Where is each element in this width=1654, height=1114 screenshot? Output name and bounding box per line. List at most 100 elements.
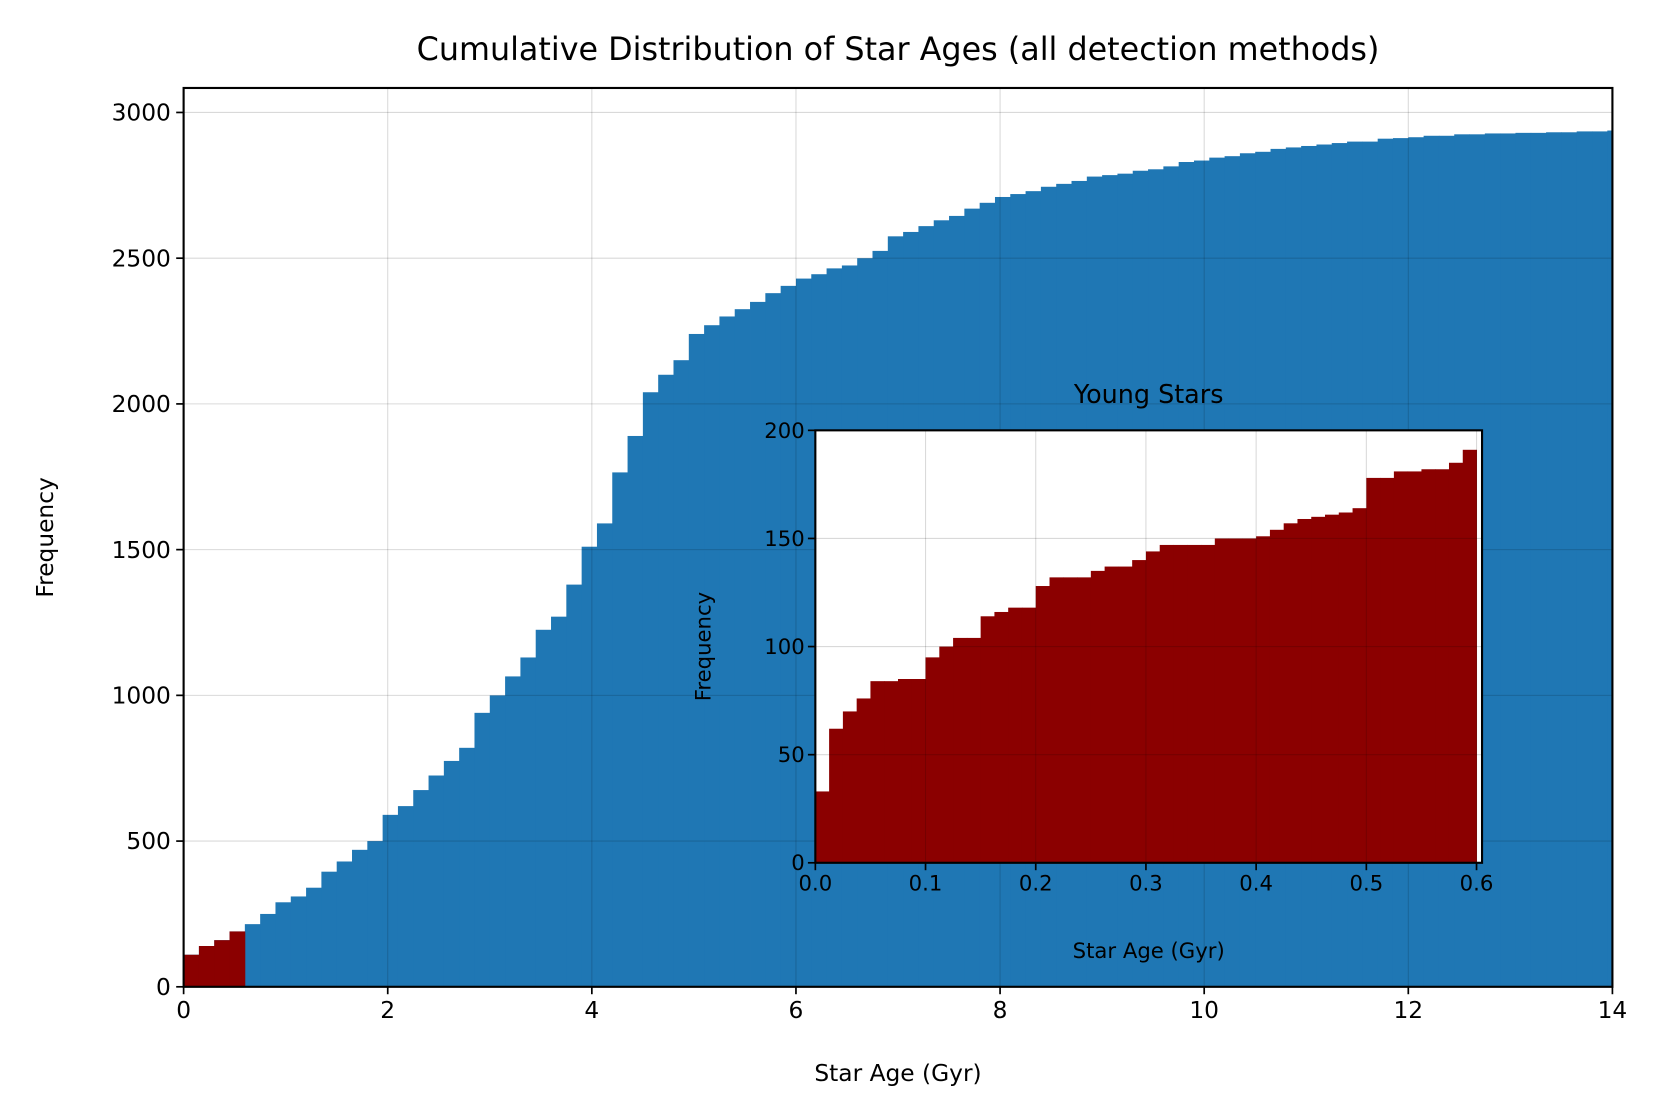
x-tick-label: 2 bbox=[380, 997, 395, 1024]
bar bbox=[551, 616, 567, 987]
bar bbox=[321, 871, 338, 987]
x-tick-label: 0.6 bbox=[1460, 870, 1494, 895]
y-tick-label: 100 bbox=[764, 634, 804, 659]
bar bbox=[704, 325, 720, 987]
y-tick-label: 0 bbox=[156, 974, 171, 1001]
bar bbox=[382, 814, 399, 987]
x-axis-label: Star Age (Gyr) bbox=[1073, 938, 1225, 963]
bar bbox=[1462, 449, 1477, 863]
bar bbox=[183, 954, 200, 987]
y-axis-label: Frequency bbox=[32, 477, 59, 598]
bar bbox=[459, 747, 475, 987]
bar bbox=[1187, 544, 1202, 863]
chart-title: Young Stars bbox=[1073, 379, 1224, 409]
bar bbox=[658, 374, 674, 987]
bar bbox=[1269, 529, 1285, 863]
bar bbox=[1090, 570, 1106, 863]
bar bbox=[1576, 131, 1593, 987]
bar bbox=[596, 523, 613, 987]
bar bbox=[1118, 566, 1133, 863]
bar bbox=[1484, 133, 1501, 987]
bar bbox=[980, 616, 995, 863]
bar bbox=[1338, 512, 1353, 863]
bar bbox=[1448, 462, 1464, 863]
bar bbox=[581, 546, 598, 987]
bar bbox=[925, 657, 940, 863]
bar bbox=[1132, 560, 1147, 863]
bar bbox=[352, 849, 368, 987]
bar bbox=[1325, 514, 1340, 863]
bar bbox=[290, 896, 307, 987]
bar bbox=[994, 611, 1009, 863]
y-tick-label: 3000 bbox=[112, 100, 171, 127]
bar bbox=[1561, 132, 1578, 987]
bar bbox=[275, 902, 292, 987]
bar bbox=[1049, 577, 1064, 863]
y-tick-label: 200 bbox=[764, 418, 804, 443]
axes-frame bbox=[182, 86, 1614, 988]
bar bbox=[612, 472, 628, 987]
bar bbox=[765, 293, 782, 987]
bar bbox=[1104, 566, 1119, 863]
bar bbox=[1228, 538, 1243, 863]
bar bbox=[1297, 518, 1312, 863]
bar bbox=[1421, 469, 1436, 863]
bar bbox=[489, 695, 506, 987]
x-tick-label: 12 bbox=[1393, 997, 1423, 1024]
chart-title: Cumulative Distribution of Star Ages (al… bbox=[417, 31, 1380, 68]
bar bbox=[750, 301, 766, 987]
y-tick-label: 2000 bbox=[112, 391, 171, 418]
y-tick-label: 2500 bbox=[112, 245, 171, 272]
bar bbox=[428, 775, 445, 987]
bar bbox=[535, 629, 552, 987]
bar bbox=[505, 676, 521, 987]
bar bbox=[842, 711, 858, 863]
bar bbox=[911, 678, 926, 863]
bar bbox=[1077, 577, 1092, 863]
bar bbox=[734, 309, 751, 987]
x-tick-label: 0.3 bbox=[1129, 870, 1163, 895]
bar bbox=[1592, 131, 1608, 987]
bar bbox=[367, 841, 384, 987]
bar bbox=[1214, 538, 1230, 863]
bar bbox=[627, 435, 644, 987]
x-tick-label: 0 bbox=[176, 997, 191, 1024]
bar bbox=[1145, 551, 1161, 863]
bar bbox=[1366, 477, 1381, 863]
x-tick-label: 8 bbox=[993, 997, 1008, 1024]
y-tick-label: 50 bbox=[778, 742, 805, 767]
bar bbox=[1500, 133, 1516, 987]
y-tick-label: 0 bbox=[791, 850, 804, 875]
bar bbox=[1607, 130, 1613, 987]
axes: 0.0 0.1 0.2 0.3 0.4 0.5 0.6 0 50 100 150 200 Young S… bbox=[690, 379, 1493, 963]
bar bbox=[856, 698, 871, 863]
x-tick-label: 0.0 bbox=[798, 870, 832, 895]
y-tick-label: 1500 bbox=[112, 537, 171, 564]
x-tick-label: 14 bbox=[1598, 997, 1628, 1024]
bar bbox=[244, 924, 261, 987]
bar bbox=[214, 940, 230, 987]
y-tick-label: 1000 bbox=[112, 683, 171, 710]
bar bbox=[1283, 523, 1298, 863]
bar bbox=[520, 657, 537, 987]
x-tick-label: 0.2 bbox=[1019, 870, 1053, 895]
bar bbox=[1515, 132, 1532, 987]
y-axis-label: Frequency bbox=[690, 592, 715, 701]
bar bbox=[443, 760, 460, 987]
bar bbox=[1311, 516, 1326, 863]
bar bbox=[474, 712, 491, 987]
bar bbox=[1173, 544, 1188, 863]
bar bbox=[939, 646, 954, 863]
bar bbox=[397, 806, 414, 987]
bar bbox=[884, 681, 899, 863]
y-tick-label: 150 bbox=[764, 526, 804, 551]
bar bbox=[673, 360, 690, 987]
bar bbox=[966, 637, 982, 863]
axes-frame bbox=[814, 429, 1484, 864]
bar bbox=[260, 913, 276, 987]
bar bbox=[1435, 469, 1450, 863]
x-tick-label: 0.4 bbox=[1239, 870, 1273, 895]
bar bbox=[1242, 538, 1257, 863]
